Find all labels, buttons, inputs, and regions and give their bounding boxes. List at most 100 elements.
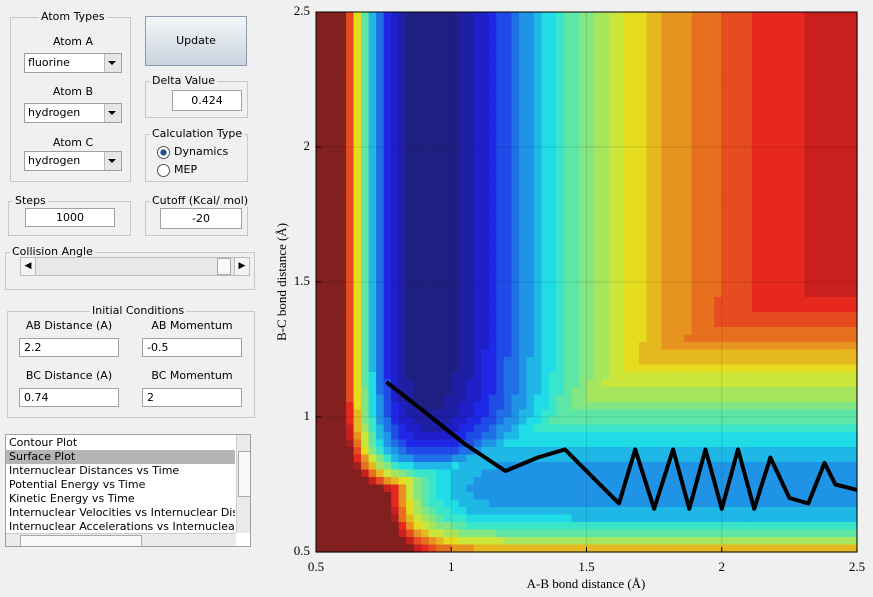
contour-cell: [548, 229, 558, 238]
contour-cell: [458, 372, 467, 381]
contour-cell: [616, 267, 625, 276]
contour-cell: [488, 94, 497, 103]
contour-cell: [834, 184, 843, 193]
contour-cell: [316, 19, 325, 28]
contour-cell: [714, 432, 723, 441]
contour-cell: [503, 229, 512, 238]
contour-cell: [714, 379, 723, 388]
contour-cell: [721, 289, 730, 298]
contour-cell: [346, 439, 355, 448]
contour-cell: [826, 109, 836, 118]
contour-cell: [563, 462, 573, 471]
contour-cell: [811, 147, 821, 156]
contour-cell: [503, 379, 512, 388]
contour-cell: [338, 229, 347, 238]
contour-cell: [331, 169, 340, 178]
contour-cell: [601, 447, 610, 456]
contour-cell: [684, 57, 693, 66]
contour-cell: [676, 454, 685, 463]
contour-cell: [766, 319, 775, 328]
contour-cell: [766, 117, 775, 126]
contour-cell: [458, 312, 467, 321]
contour-cell: [586, 64, 595, 73]
contour-cell: [398, 439, 407, 448]
contour-cell: [481, 297, 490, 306]
contour-cell: [518, 312, 527, 321]
contour-cell: [744, 162, 753, 171]
contour-cell: [721, 439, 730, 448]
contour-cell: [751, 169, 760, 178]
contour-cell: [774, 282, 783, 291]
contour-cell: [436, 484, 445, 493]
contour-cell: [699, 379, 708, 388]
contour-cell: [639, 259, 648, 268]
contour-cell: [473, 267, 482, 276]
contour-cell: [368, 117, 377, 126]
contour-cell: [631, 94, 640, 103]
contour-cell: [533, 334, 543, 343]
contour-cell: [729, 327, 738, 336]
contour-cell: [428, 394, 437, 403]
contour-cell: [428, 484, 437, 493]
contour-cell: [481, 537, 490, 546]
contour-cell: [361, 319, 370, 328]
contour-cell: [811, 34, 821, 43]
contour-cell: [503, 439, 512, 448]
contour-cell: [548, 57, 558, 66]
contour-cell: [751, 319, 760, 328]
contour-cell: [473, 12, 482, 21]
contour-cell: [376, 252, 385, 261]
contour-cell: [706, 304, 715, 313]
contour-cell: [601, 139, 610, 148]
contour-cell: [826, 319, 836, 328]
contour-cell: [676, 507, 685, 516]
contour-cell: [473, 357, 482, 366]
contour-cell: [706, 207, 715, 216]
contour-cell: [721, 252, 730, 261]
contour-cell: [624, 64, 633, 73]
contour-cell: [346, 192, 355, 201]
contour-cell: [391, 124, 400, 133]
contour-cell: [526, 379, 535, 388]
contour-cell: [751, 42, 760, 51]
contour-cell: [488, 177, 497, 186]
contour-cell: [789, 109, 798, 118]
contour-cell: [826, 297, 836, 306]
contour-cell: [466, 454, 475, 463]
contour-cell: [391, 394, 400, 403]
contour-cell: [481, 402, 490, 411]
contour-cell: [413, 514, 422, 523]
contour-cell: [766, 12, 775, 21]
contour-cell: [571, 424, 580, 433]
contour-cell: [774, 372, 783, 381]
contour-cell: [654, 19, 663, 28]
contour-cell: [684, 147, 693, 156]
contour-cell: [368, 34, 377, 43]
contour-cell: [413, 529, 422, 538]
contour-cell: [436, 259, 445, 268]
contour-cell: [451, 304, 460, 313]
contour-cell: [323, 79, 332, 88]
contour-cell: [316, 184, 325, 193]
contour-cell: [323, 117, 332, 126]
contour-cell: [533, 432, 543, 441]
contour-cell: [473, 199, 482, 208]
contour-cell: [804, 522, 813, 531]
contour-cell: [428, 42, 437, 51]
contour-cell: [526, 507, 535, 516]
contour-cell: [571, 274, 580, 283]
contour-cell: [458, 357, 467, 366]
contour-cell: [759, 109, 768, 118]
contour-cell: [804, 394, 813, 403]
contour-cell: [511, 207, 520, 216]
contour-cell: [503, 387, 512, 396]
contour-cell: [721, 477, 730, 486]
contour-cell: [571, 289, 580, 298]
contour-cell: [428, 259, 437, 268]
contour-cell: [451, 132, 460, 141]
contour-cell: [631, 349, 640, 358]
contour-cell: [594, 394, 603, 403]
contour-cell: [533, 529, 543, 538]
contour-cell: [594, 214, 603, 223]
contour-cell: [571, 349, 580, 358]
